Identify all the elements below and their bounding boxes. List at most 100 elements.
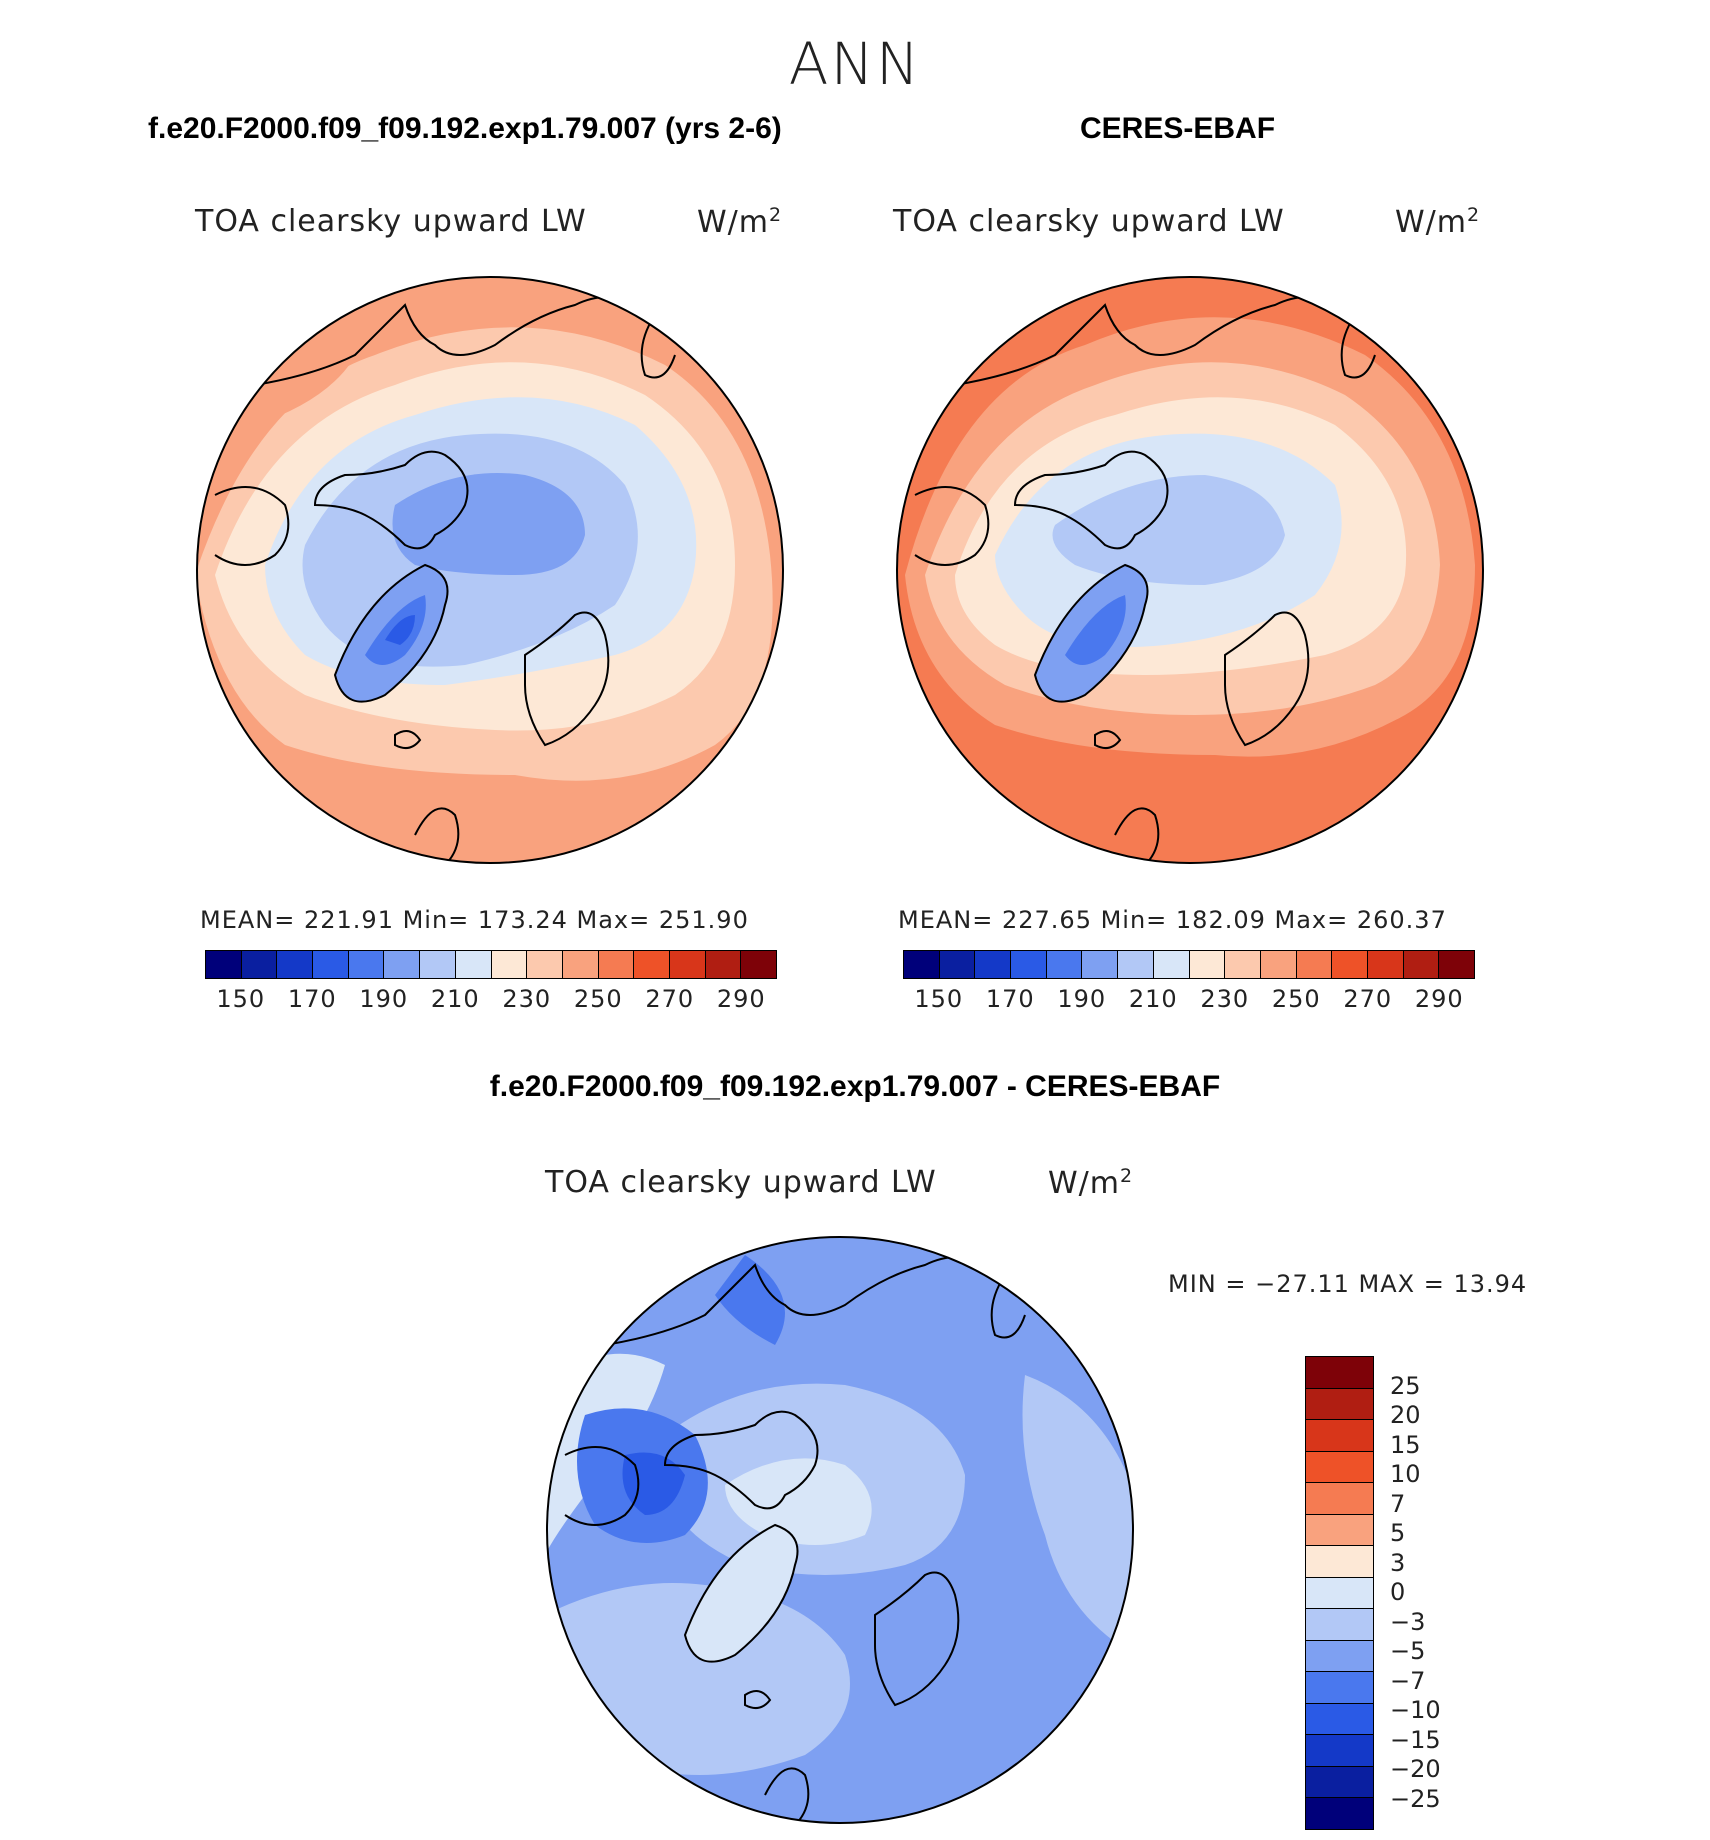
diff-stats: MIN = −27.11 MAX = 13.94: [1168, 1270, 1528, 1298]
diff-colorbar-swatch: [1306, 1546, 1373, 1578]
diff-colorbar-tick-label: 15: [1390, 1430, 1421, 1459]
diff-colorbar-tick-label: 0: [1390, 1578, 1406, 1606]
diff-colorbar-ticks: 25 20 15 10 7 5 3 0 −3 −5 −7 −10 −15 −20 −25: [1390, 1356, 1490, 1828]
model-colorbar-swatch: [313, 951, 349, 978]
obs-colorbar-tick-label: 170: [985, 985, 1035, 1013]
model-colorbar-swatch: [705, 951, 742, 978]
diff-polar-map: [546, 1236, 1134, 1824]
model-colorbar-tick-label: 170: [287, 985, 337, 1013]
model-colorbar-swatch: [634, 951, 670, 978]
obs-colorbar-swatch: [904, 951, 940, 978]
obs-colorbar-tick-label: 250: [1271, 985, 1321, 1013]
diff-darker-canada: [622, 1452, 685, 1515]
obs-colorbar-swatch: [1439, 951, 1474, 978]
obs-colorbar-swatch: [1296, 951, 1333, 978]
model-colorbar-swatch: [277, 951, 314, 978]
obs-colorbar-tick-label: 210: [1128, 985, 1178, 1013]
model-colorbar-swatch: [598, 951, 635, 978]
obs-coast-iceland: [1094, 730, 1122, 750]
diff-colorbar-swatch: [1306, 1703, 1373, 1736]
obs-coast-scandinavia: [1224, 611, 1310, 747]
diff-variable-label: TOA clearsky upward LW: [545, 1165, 937, 1200]
diff-colorbar-tick-label: 25: [1390, 1371, 1421, 1400]
model-colorbar-tick-label: 230: [502, 985, 552, 1013]
diff-colorbar-swatch: [1306, 1735, 1373, 1767]
diff-colorbar-tick-label: 20: [1390, 1401, 1421, 1429]
diff-light-east: [1022, 1375, 1133, 1655]
model-coast-scandinavia: [524, 611, 610, 747]
model-colorbar-swatch: [741, 951, 776, 978]
diff-colorbar-swatch: [1306, 1640, 1373, 1673]
model-colorbar-swatch: [241, 951, 278, 978]
obs-coast-archipelago: [1013, 450, 1169, 550]
diff-colorbar-tick-label: 10: [1390, 1460, 1421, 1488]
obs-colorbar-swatch: [1403, 951, 1440, 978]
diff-dark-siberia: [715, 1255, 785, 1345]
obs-panel-title: CERES-EBAF: [1080, 112, 1276, 145]
diff-colorbar-swatch: [1306, 1672, 1373, 1704]
model-colorbar-tick-label: 250: [573, 985, 623, 1013]
diff-colorbar-swatch: [1306, 1766, 1373, 1799]
diff-colorbar-swatch: [1306, 1388, 1373, 1421]
diff-colorbar-tick-label: −15: [1390, 1725, 1441, 1754]
model-colorbar-swatch: [420, 951, 456, 978]
model-coast-iceland: [394, 730, 422, 750]
obs-units-label: W/m2: [1395, 204, 1481, 240]
diff-panel-title: f.e20.F2000.f09_f09.192.exp1.79.007 - CE…: [489, 1070, 1221, 1103]
obs-contour-210: [1052, 475, 1285, 585]
obs-colorbar-swatch: [1082, 951, 1119, 978]
model-coast-greenland: [333, 563, 449, 703]
obs-colorbar-swatch: [1332, 951, 1368, 978]
model-stats: MEAN= 221.91 Min= 173.24 Max= 251.90: [200, 906, 749, 934]
obs-colorbar-tick-label: 230: [1200, 985, 1250, 1013]
model-colorbar-swatch: [669, 951, 706, 978]
obs-colorbar-swatch: [1153, 951, 1190, 978]
model-greenland-min: [385, 615, 415, 645]
diff-colorbar: [1305, 1356, 1374, 1830]
obs-colorbar-swatch: [1260, 951, 1297, 978]
diff-colorbar-tick-label: −3: [1390, 1607, 1426, 1636]
diff-colorbar-swatch: [1306, 1514, 1373, 1547]
diff-colorbar-tick-label: −7: [1390, 1666, 1426, 1695]
obs-colorbar-tick-label: 190: [1057, 985, 1107, 1013]
diff-colorbar-tick-label: 7: [1390, 1489, 1406, 1518]
model-map-border: [196, 276, 784, 864]
diff-colorbar-tick-label: −10: [1390, 1696, 1441, 1724]
obs-map-border: [896, 276, 1484, 864]
diff-colorbar-tick-label: 5: [1390, 1519, 1406, 1547]
model-coast-asia: [254, 296, 676, 386]
diff-colorbar-swatch: [1306, 1609, 1373, 1641]
diff-map-border: [546, 1236, 1134, 1824]
model-colorbar-swatch: [384, 951, 421, 978]
obs-coast-britain: [1114, 807, 1160, 863]
model-colorbar-swatch: [455, 951, 492, 978]
obs-colorbar-swatch: [1225, 951, 1261, 978]
obs-polar-map: [896, 276, 1484, 864]
diff-units-label: W/m2: [1048, 1165, 1134, 1201]
model-coast-archipelago: [313, 450, 469, 550]
model-coast-britain: [414, 807, 460, 863]
obs-coast-greenland: [1033, 563, 1149, 703]
obs-colorbar: 150 170 190 210 230 250 270 290: [903, 950, 1475, 1013]
obs-colorbar-swatch: [975, 951, 1012, 978]
obs-colorbar-swatch: [1189, 951, 1226, 978]
obs-greenland-core: [1065, 595, 1126, 665]
obs-colorbar-swatch: [1367, 951, 1404, 978]
diff-colorbar-tick-label: −25: [1390, 1784, 1441, 1813]
model-colorbar-swatch: [491, 951, 528, 978]
diff-colorbar-swatch: [1306, 1577, 1373, 1610]
obs-variable-label: TOA clearsky upward LW: [893, 204, 1285, 239]
diff-pale-center: [725, 1458, 872, 1545]
obs-coast-asia: [954, 296, 1376, 386]
diff-coast-alaska: [564, 1446, 640, 1526]
diff-colorbar-tick-label: −20: [1390, 1755, 1441, 1783]
diff-colorbar-swatch: [1306, 1483, 1373, 1515]
obs-colorbar-swatch: [1118, 951, 1154, 978]
model-contour-190: [392, 473, 585, 575]
diff-colorbar-swatch: [1306, 1451, 1373, 1484]
obs-colorbar-tick-label: 270: [1343, 985, 1393, 1013]
model-colorbar-swatch: [348, 951, 385, 978]
diff-coast-scandinavia: [874, 1571, 960, 1707]
model-panel-title: f.e20.F2000.f09_f09.192.exp1.79.007 (yrs…: [148, 112, 782, 145]
diff-coast-britain: [764, 1767, 810, 1823]
